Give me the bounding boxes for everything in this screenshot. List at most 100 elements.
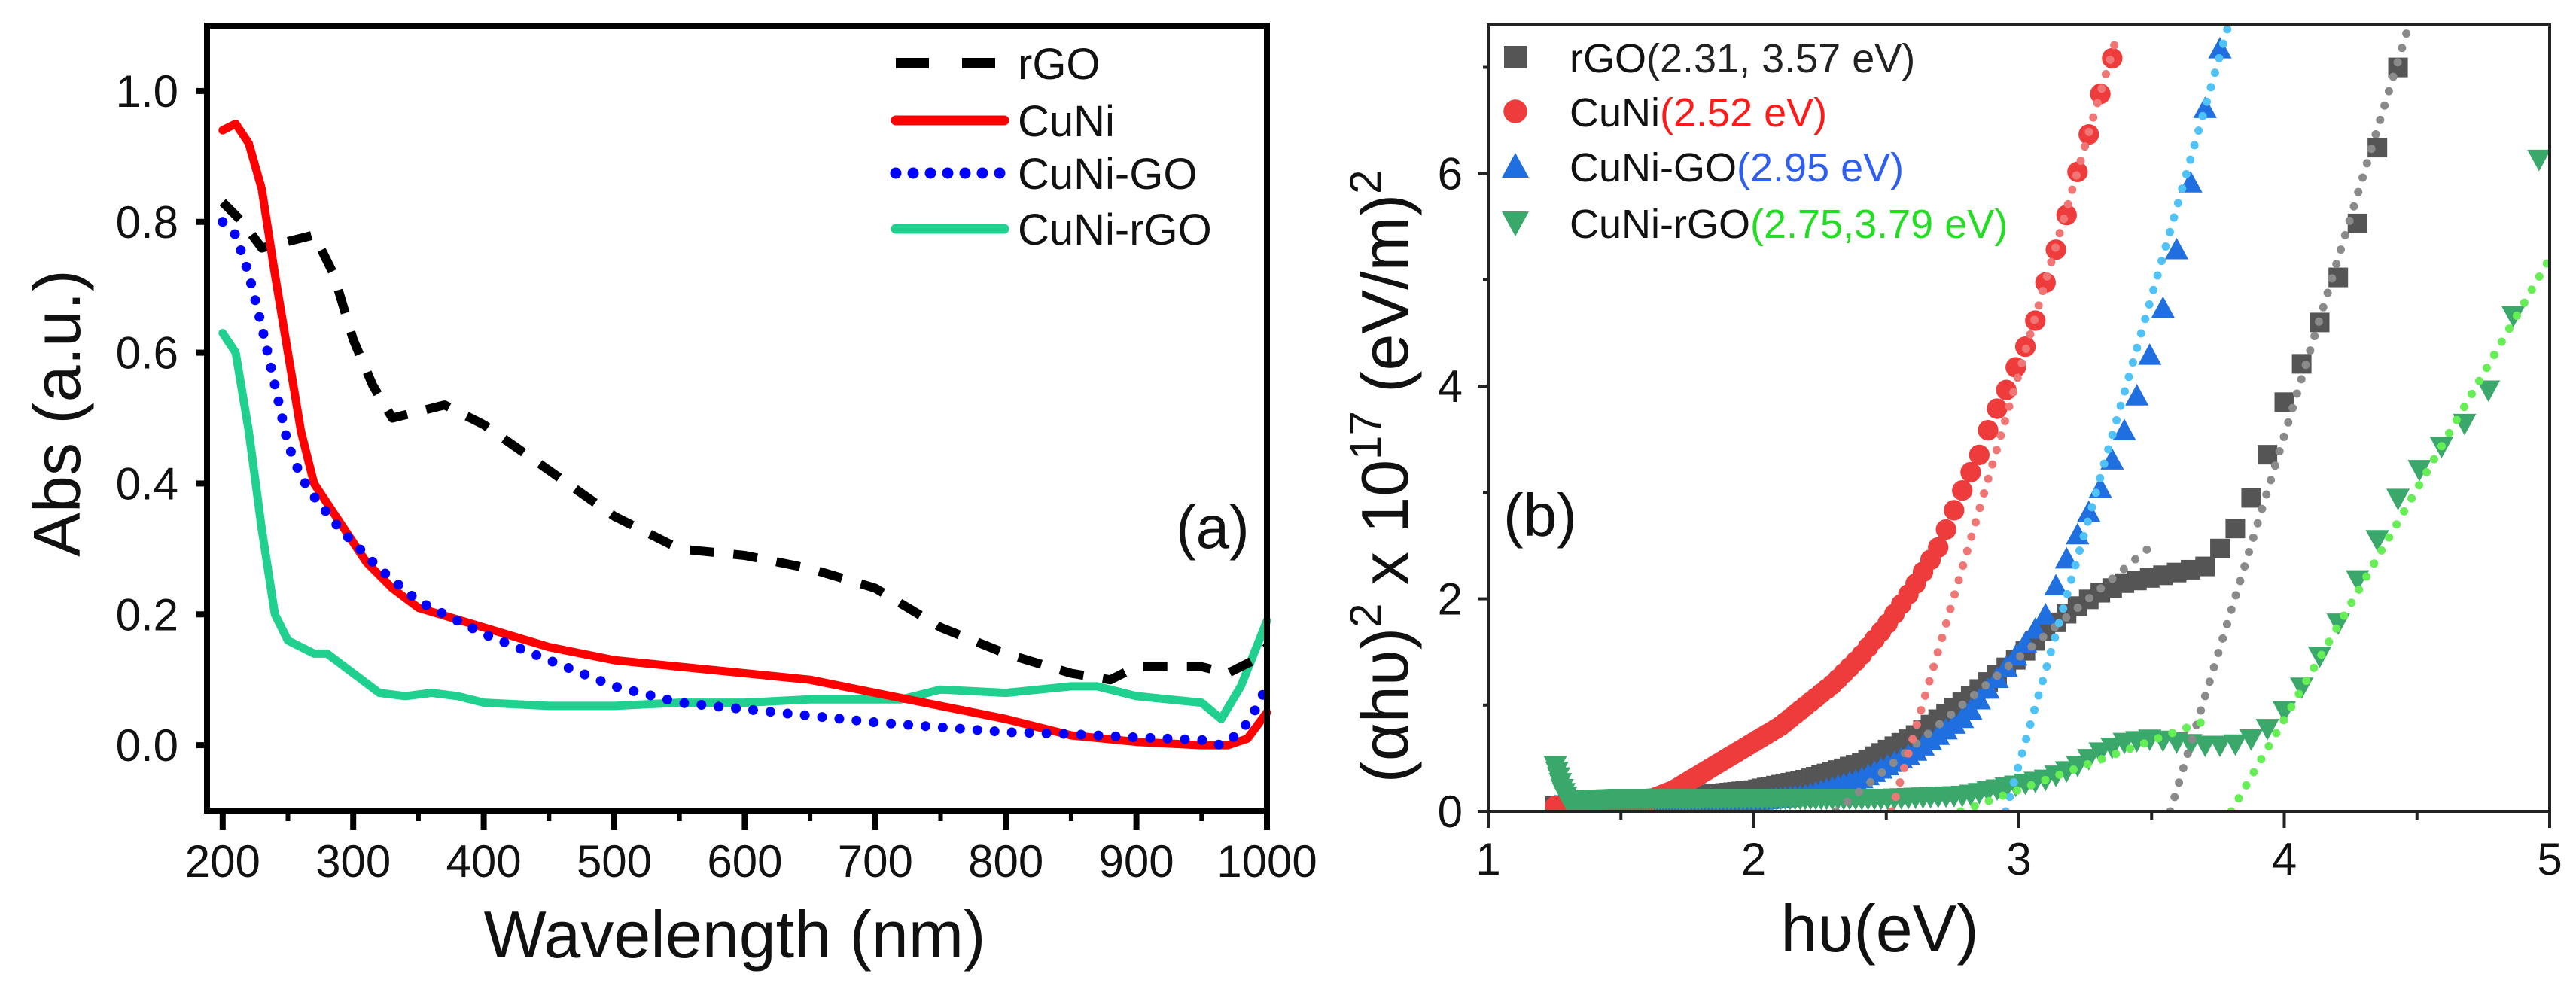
data-point [2193, 735, 2217, 758]
x-tick-label: 2 [1741, 834, 1766, 884]
legend-series-name: CuNi [1570, 90, 1660, 135]
panel-a-x-axis-title: Wavelength (nm) [484, 897, 986, 972]
data-point [2386, 488, 2410, 511]
x-tick-label: 300 [315, 836, 391, 887]
data-point [2077, 749, 2101, 771]
legend-label: CuNi [1018, 97, 1115, 146]
data-point [2100, 738, 2124, 759]
y-tick-label: 0.8 [116, 197, 178, 248]
x-tick-label: 1000 [1216, 836, 1317, 887]
y-title-part: (αhυ) [1347, 628, 1422, 784]
data-point [2033, 603, 2057, 625]
data-point [2195, 556, 2215, 577]
panel-a-frame [204, 23, 1270, 814]
panel-a-ticks: 200 300 400 500 600 700 800 900 1000 0.0 0.2 0.4 0.6… [116, 66, 1317, 887]
legend-band-gap: (2.52 eV) [1660, 90, 1827, 135]
legend-label: rGO [1018, 40, 1101, 89]
data-point [2208, 735, 2232, 758]
x-tick-label: 900 [1099, 836, 1174, 887]
data-point [2208, 37, 2232, 59]
x-tick-label: 4 [2272, 834, 2297, 884]
legend-label: CuNi-GO(2.95 eV) [1570, 145, 1904, 190]
panel-b-ticks: 1 2 3 4 5 0 2 4 6 [1438, 65, 2562, 884]
fit-line-cuni-go [2001, 25, 2233, 811]
x-tick-label: 3 [2006, 834, 2031, 884]
panel-a-label: (a) [1176, 494, 1250, 561]
panel-b-legend: rGO(2.31, 3.57 eV)CuNi(2.52 eV)CuNi-GO(2… [1502, 36, 2008, 247]
x-tick-label: 5 [2537, 834, 2562, 884]
data-point [2004, 644, 2028, 666]
legend-marker-cuni [1503, 99, 1527, 123]
legend-series-name: rGO [1570, 36, 1646, 81]
y-tick-label: 0.0 [116, 720, 178, 771]
legend-series-name: CuNi-GO [1570, 145, 1737, 190]
data-point [2125, 384, 2149, 406]
data-point [2258, 445, 2278, 465]
panel-a-plot-area [218, 119, 1272, 750]
y-title-sup: 2 [1341, 604, 1390, 628]
panel-b-plot-area [1543, 25, 2550, 811]
data-point [2066, 756, 2090, 777]
panel-a-chart: 200 300 400 500 600 700 800 900 1000 0.0 0.2 0.4 0.6… [20, 23, 1317, 972]
legend-band-gap: (2.95 eV) [1737, 145, 1904, 190]
data-point [1960, 461, 1981, 483]
series-line-cuni-rgo [218, 329, 1271, 723]
fit-line-rgo [1832, 541, 2156, 811]
x-tick-label: 200 [185, 836, 260, 887]
legend-label: rGO(2.31, 3.57 eV) [1570, 36, 1915, 81]
data-point [2255, 719, 2279, 741]
y-tick-label: 0.4 [116, 458, 178, 509]
y-tick-label: 1.0 [116, 66, 178, 117]
y-tick-label: 6 [1438, 149, 1463, 199]
data-point [1928, 537, 1949, 558]
data-point [2225, 519, 2246, 539]
legend-marker-cuni-go [1502, 153, 1529, 178]
data-point [2138, 343, 2162, 365]
fit-line-cuni [1887, 31, 2121, 811]
panel-a-y-axis-title: Abs (a.u.) [20, 269, 94, 556]
data-point [2365, 530, 2389, 552]
legend-marker-rgo [1504, 46, 1527, 68]
y-tick-label: 0.2 [116, 589, 178, 640]
data-point [2164, 237, 2189, 260]
y-title-sup: 17 [1341, 411, 1390, 460]
fit-line-cuni-rgo [1956, 717, 2209, 811]
data-point [2210, 538, 2230, 558]
y-title-sup: 2 [1341, 170, 1390, 194]
data-point [1935, 519, 1956, 540]
series-line-cuni-go [218, 217, 1272, 750]
x-tick-label: 600 [707, 836, 782, 887]
data-point [1944, 500, 1965, 521]
legend-label: CuNi(2.52 eV) [1570, 90, 1827, 135]
panel-b-frame [1487, 23, 2551, 813]
data-point [2151, 296, 2175, 318]
data-point [1952, 480, 1973, 501]
series-cuni-rgo [1543, 149, 2550, 811]
panel-b-y-axis-title: (αhυ)2 x 1017 (eV/m)2 [1341, 170, 1422, 784]
legend-band-gap: (2.31, 3.57 eV) [1646, 36, 1915, 81]
panel-b-x-axis-title: hυ(eV) [1780, 891, 1978, 966]
x-tick-label: 700 [838, 836, 913, 887]
y-title-part: (eV/m) [1347, 194, 1422, 411]
y-title-part: x 10 [1347, 460, 1422, 604]
data-point [1987, 398, 2008, 419]
legend-label: CuNi-GO [1018, 150, 1197, 199]
data-point [2477, 380, 2501, 403]
y-tick-label: 0 [1438, 787, 1463, 837]
data-point [2112, 418, 2136, 440]
data-point [2223, 734, 2248, 756]
data-point [2527, 149, 2550, 172]
data-point [2077, 500, 2101, 522]
fit-line-cuni-rgo [2227, 254, 2550, 811]
y-tick-label: 2 [1438, 574, 1463, 625]
fit-line-rgo [2166, 25, 2413, 811]
x-tick-label: 500 [577, 836, 652, 887]
data-point [1978, 419, 1999, 441]
y-tick-label: 4 [1438, 361, 1463, 412]
legend-marker-cuni-rgo [1502, 211, 1529, 236]
y-tick-label: 0.6 [116, 328, 178, 379]
data-point [2193, 96, 2217, 118]
